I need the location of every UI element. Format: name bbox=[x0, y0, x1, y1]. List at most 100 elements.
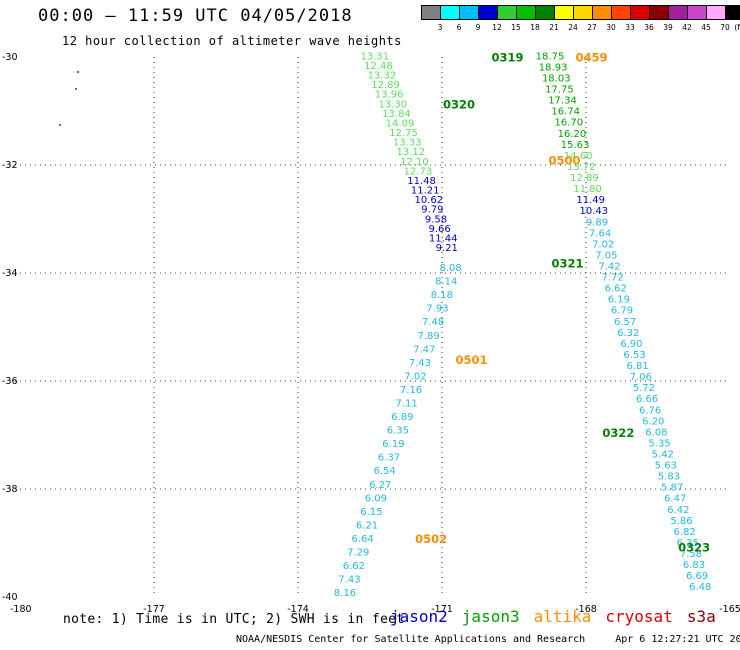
wave-height-value: 6.82 bbox=[673, 527, 695, 538]
wave-height-value: 6.66 bbox=[636, 394, 658, 405]
wave-height-value: 8.16 bbox=[334, 588, 356, 599]
pass-time-label: 0319 bbox=[491, 51, 523, 65]
legend-color-bar bbox=[421, 5, 740, 20]
wave-height-value: 16.20 bbox=[558, 129, 587, 140]
wave-height-value: 10.62 bbox=[414, 195, 443, 206]
wave-height-value: 11.80 bbox=[573, 184, 602, 195]
pass-time-label: 0500 bbox=[549, 154, 581, 168]
legend-unit: (ft) bbox=[734, 23, 740, 32]
legend-swatch bbox=[517, 6, 536, 19]
credit-source: NOAA/NESDIS Center for Satellite Applica… bbox=[236, 634, 586, 645]
legend-label: 42 bbox=[682, 23, 692, 32]
island-dot bbox=[59, 124, 61, 126]
wave-height-value: 6.79 bbox=[611, 306, 633, 317]
lat-tick-label: -32 bbox=[2, 160, 18, 171]
legend-label: 24 bbox=[568, 23, 578, 32]
wave-height-value: 6.83 bbox=[683, 560, 705, 571]
wave-height-value: 15.63 bbox=[561, 140, 590, 151]
wave-height-value: 13.72 bbox=[567, 162, 596, 173]
wave-height-value: 13.96 bbox=[375, 90, 404, 101]
page-subtitle: 12 hour collection of altimeter wave hei… bbox=[62, 34, 402, 48]
page-title: 00:00 – 11:59 UTC 04/05/2018 bbox=[38, 6, 353, 26]
pass-time-label: 0322 bbox=[602, 426, 634, 440]
wave-height-value: 6.64 bbox=[352, 534, 374, 545]
generated-time: Apr 6 12:27:21 UTC 2018 bbox=[615, 634, 740, 645]
legend-label: 70 bbox=[720, 23, 730, 32]
wave-height-value: 7.42 bbox=[598, 261, 620, 272]
wave-height-value: 6.27 bbox=[369, 480, 391, 491]
wave-height-value: 13.33 bbox=[393, 138, 422, 149]
wave-height-value: 6.54 bbox=[374, 466, 396, 477]
wave-height-value: 12.73 bbox=[404, 166, 433, 177]
satellite-name: s3a bbox=[686, 607, 716, 626]
wave-height-value: 13.31 bbox=[360, 51, 389, 62]
wave-height-value: 12.10 bbox=[400, 157, 429, 168]
satellite-name: jason3 bbox=[461, 607, 520, 626]
wave-height-value: 7.93 bbox=[426, 304, 448, 315]
wave-height-value: 8.18 bbox=[431, 290, 453, 301]
wave-height-value: 7.16 bbox=[400, 385, 422, 396]
wave-height-value: 6.19 bbox=[382, 439, 404, 450]
wave-height-value: 16.74 bbox=[551, 107, 580, 118]
lat-tick-label: -34 bbox=[2, 268, 18, 279]
wave-height-value: 7.89 bbox=[418, 331, 440, 342]
wave-height-value: 7.72 bbox=[601, 273, 623, 284]
lon-tick-label: -165 bbox=[719, 604, 740, 615]
island-dot bbox=[75, 88, 77, 90]
lon-tick-label: -177 bbox=[143, 604, 165, 615]
legend-label: 33 bbox=[625, 23, 635, 32]
wave-height-value: 7.43 bbox=[338, 575, 360, 586]
wave-height-value: 9.21 bbox=[436, 243, 458, 254]
wave-height-value: 6.53 bbox=[623, 350, 645, 361]
wave-height-value: 5.42 bbox=[652, 449, 674, 460]
pass-time-label: 0501 bbox=[455, 353, 487, 367]
legend-label: 3 bbox=[437, 23, 443, 32]
legend-label: 15 bbox=[511, 23, 521, 32]
wave-height-value: 7.06 bbox=[630, 372, 652, 383]
wave-height-value: 9.89 bbox=[586, 217, 608, 228]
wave-height-value: 13.30 bbox=[378, 99, 407, 110]
wave-height-value: 6.69 bbox=[686, 571, 708, 582]
lon-tick-label: -174 bbox=[287, 604, 309, 615]
wave-height-value: 6.15 bbox=[360, 507, 382, 518]
wave-height-value: 13.84 bbox=[382, 109, 411, 120]
wave-height-value: 7.02 bbox=[404, 371, 426, 382]
legend-swatch bbox=[688, 6, 707, 19]
legend-label: 39 bbox=[663, 23, 673, 32]
legend-label: 45 bbox=[701, 23, 711, 32]
wave-height-value: 6.62 bbox=[605, 284, 627, 295]
wave-height-value: 7.48 bbox=[422, 317, 444, 328]
legend-label: 9 bbox=[475, 23, 481, 32]
wave-height-value: 6.35 bbox=[387, 426, 409, 437]
legend-swatch bbox=[726, 6, 740, 19]
wave-height-value: 16.70 bbox=[554, 118, 583, 129]
lat-tick-label: -30 bbox=[2, 52, 18, 63]
wave-height-value: 11.48 bbox=[407, 176, 436, 187]
legend-label: 27 bbox=[587, 23, 597, 32]
lon-tick-label: -171 bbox=[431, 604, 453, 615]
wave-height-value: 5.86 bbox=[670, 516, 692, 527]
wave-height-value: 12.89 bbox=[570, 173, 599, 184]
legend-swatch bbox=[593, 6, 612, 19]
lat-tick-label: -40 bbox=[2, 592, 18, 603]
legend-swatch bbox=[479, 6, 498, 19]
legend-swatch bbox=[669, 6, 688, 19]
satellite-name: altika bbox=[533, 607, 592, 626]
wave-height-value: 6.47 bbox=[664, 494, 686, 505]
legend-label: 18 bbox=[530, 23, 540, 32]
footer-note: note: 1) Time is in UTC; 2) SWH is in fe… bbox=[63, 612, 405, 627]
legend-swatch bbox=[612, 6, 631, 19]
island-dot bbox=[77, 71, 79, 73]
wave-height-value: 12.75 bbox=[389, 128, 418, 139]
wave-height-value: 13.12 bbox=[396, 147, 425, 158]
wave-height-value: 5.35 bbox=[648, 438, 670, 449]
wave-height-value: 18.03 bbox=[542, 73, 571, 84]
satellite-name: cryosat bbox=[605, 607, 673, 626]
wave-height-value: 12.48 bbox=[364, 61, 393, 72]
wave-height-value: 7.43 bbox=[409, 358, 431, 369]
wave-height-value: 6.35 bbox=[677, 538, 699, 549]
lon-tick-label: -168 bbox=[575, 604, 597, 615]
